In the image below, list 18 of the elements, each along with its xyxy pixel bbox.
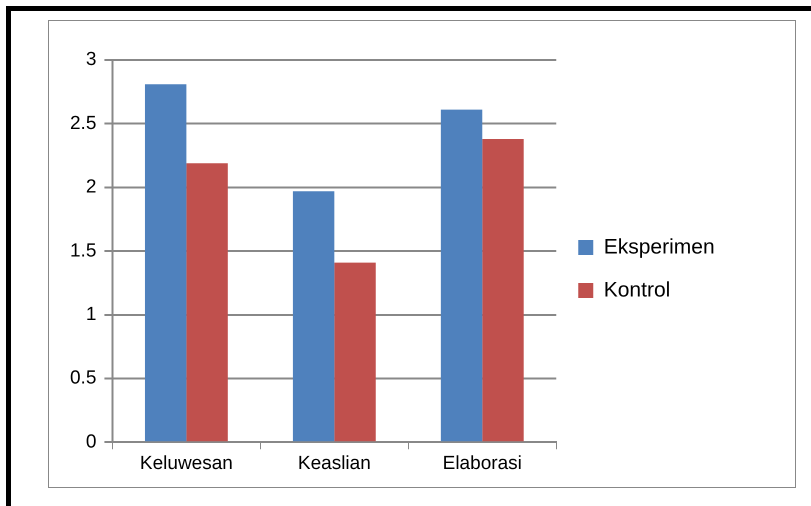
legend-label: Kontrol	[604, 278, 670, 302]
y-tick-label: 3	[86, 49, 96, 70]
bar	[292, 191, 334, 442]
bar	[144, 84, 186, 442]
y-tick-label: 1.5	[70, 240, 96, 262]
legend-label: Eksperimen	[604, 235, 715, 258]
bar	[334, 262, 376, 442]
bar	[186, 163, 228, 442]
y-tick-label: 0.5	[70, 368, 96, 389]
bar	[440, 110, 482, 442]
bar	[482, 138, 524, 442]
y-tick-label: 2	[86, 176, 96, 198]
x-tick-label: Keaslian	[298, 452, 371, 474]
x-tick-label: Keluwesan	[140, 452, 233, 474]
y-tick-label: 2.5	[70, 112, 96, 134]
x-tick-label: Elaborasi	[442, 452, 522, 474]
y-tick-label: 1	[86, 304, 96, 326]
y-tick-label: 0	[86, 431, 96, 452]
